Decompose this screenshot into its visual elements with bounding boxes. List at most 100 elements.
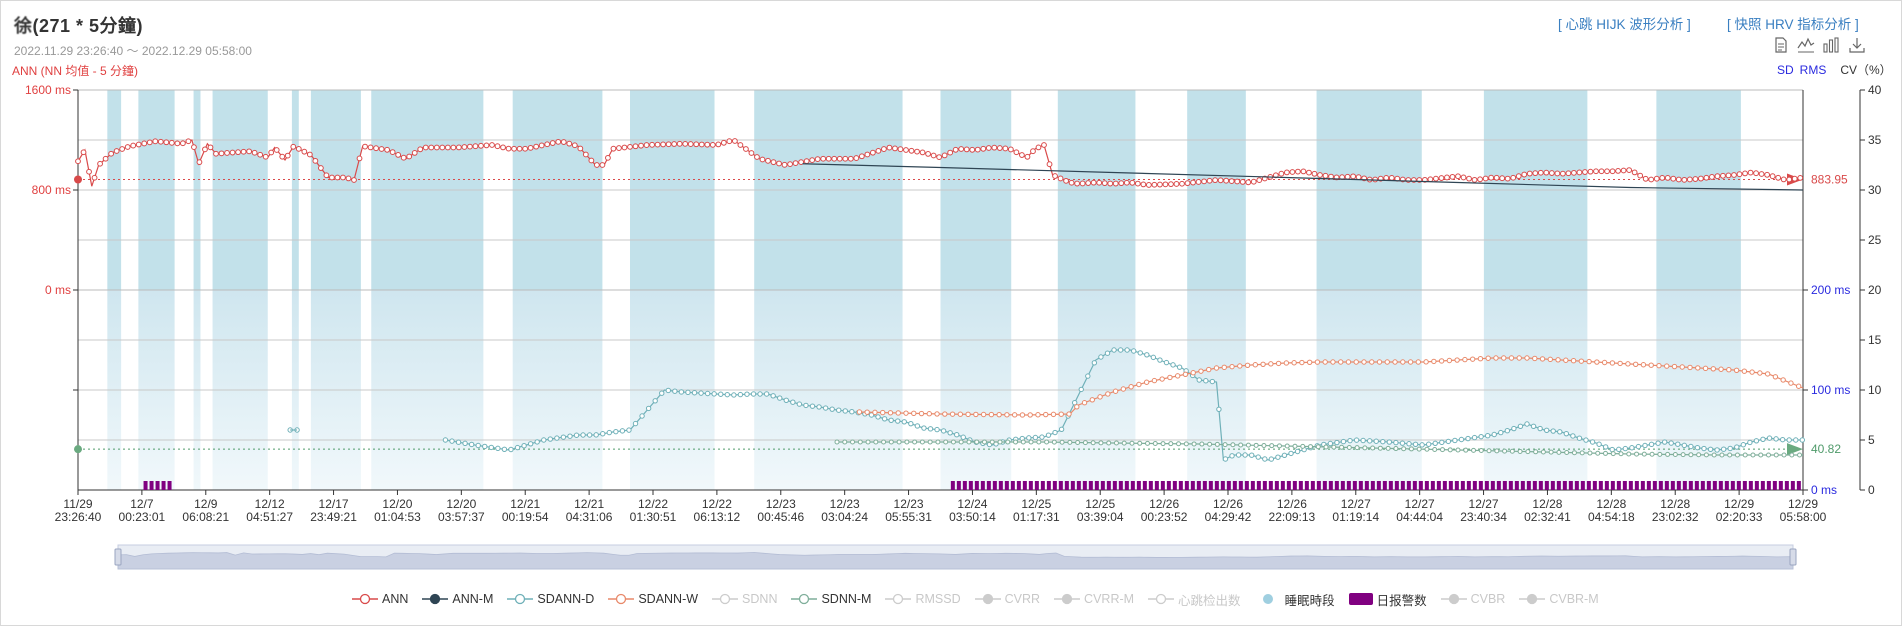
ann-point [886, 144, 893, 151]
sdann-w-point [1508, 355, 1515, 361]
sdann-d-point [1799, 437, 1806, 443]
ann-m-line [802, 163, 1804, 191]
sdann-w-point [856, 409, 863, 415]
alarm-bar [1484, 481, 1489, 490]
legend-item-rmssd[interactable]: RMSSD [885, 592, 961, 606]
x-tick-time: 03:50:14 [949, 510, 996, 524]
ann-point [1642, 175, 1649, 182]
ann-point [1145, 182, 1152, 188]
alarm-bar [1316, 481, 1321, 490]
sdann-w-point [1539, 356, 1546, 362]
sd-mean-marker [74, 445, 82, 454]
ann-point [1151, 181, 1158, 188]
ann-point [1488, 174, 1495, 181]
alarm-bar [1508, 481, 1513, 490]
legend-item-sdnn[interactable]: SDNN [712, 592, 777, 606]
sdann-d-point [1484, 433, 1491, 439]
sdann-d-point [632, 420, 639, 427]
hrv-snapshot-link[interactable]: [ 快照 HRV 指标分析 ] [1727, 17, 1859, 32]
alarm-bar [1274, 481, 1279, 490]
legend-item-ann-m[interactable]: ANN-M [422, 592, 493, 606]
x-tick-time: 05:55:31 [885, 510, 932, 524]
legend-item-sdann-w[interactable]: SDANN-W [608, 592, 698, 606]
ann-point [516, 145, 523, 152]
sdann-w-point [918, 410, 925, 417]
ann-point [1046, 161, 1053, 168]
range-handle-right[interactable] [1789, 548, 1797, 566]
sdnn-m-point [1486, 448, 1492, 454]
legend-item-cjk-9[interactable]: 心跳检出数 [1148, 590, 1241, 609]
sdann-w-point [1019, 412, 1026, 418]
sdann-d-point [927, 426, 934, 432]
sdann-d-point [1163, 359, 1170, 366]
sdann-d-point [1104, 350, 1111, 356]
alarm-bar [1610, 481, 1615, 490]
rms-unit[interactable]: RMS [1799, 63, 1827, 77]
legend-label: ANN-M [452, 592, 494, 606]
range-handle-left[interactable] [114, 548, 122, 566]
ann-point [599, 162, 606, 168]
ann-point [1311, 170, 1318, 177]
ann-point [1675, 176, 1682, 183]
legend-swatch-icon [885, 593, 912, 605]
sdann-w-point [1764, 371, 1771, 377]
sd-unit[interactable]: SD [1777, 63, 1794, 77]
hijk-analysis-link[interactable]: [ 心跳 HIJK 波形分析 ] [1558, 17, 1691, 32]
sdann-d-point [1098, 354, 1104, 360]
ann-point [1212, 177, 1219, 184]
sdann-d-point [940, 428, 947, 434]
sdnn-m-point [958, 439, 964, 445]
sdann-d-point [1222, 456, 1229, 462]
sdann-d-point [1209, 378, 1216, 385]
bar-chart-icon[interactable] [1822, 36, 1840, 54]
data-view-icon[interactable] [1772, 36, 1790, 54]
ann-point [632, 143, 639, 150]
x-tick-time: 04:44:04 [1396, 510, 1443, 524]
sdann-w-point [1283, 360, 1290, 366]
sdnn-m-point [1602, 450, 1608, 456]
sdann-d-point [1635, 443, 1642, 450]
sdnn-m-point [1571, 450, 1577, 456]
sdann-d-point [672, 388, 678, 394]
sdann-w-point [1353, 359, 1359, 365]
legend-item-cjk-11[interactable]: 日报警数 [1348, 590, 1427, 609]
x-tick-time: 01:19:14 [1332, 510, 1379, 524]
legend-label: SDNN-M [821, 592, 872, 606]
alarm-bar [1712, 481, 1717, 490]
legend-item-cvbr-m[interactable]: CVBR-M [1519, 592, 1599, 606]
download-icon[interactable] [1848, 36, 1866, 54]
cv-axis-tick: 10 [1868, 383, 1882, 397]
ann-point [985, 145, 992, 151]
alarm-bar [1076, 481, 1081, 490]
sdann-d-point [777, 395, 783, 401]
legend-item-ann[interactable]: ANN [352, 592, 408, 606]
line-chart-icon[interactable] [1797, 36, 1815, 54]
alarm-bar [1004, 481, 1009, 490]
x-tick-time: 03:39:04 [1077, 510, 1124, 524]
x-tick-date: 12/24 [957, 497, 987, 511]
sdnn-m-point [1013, 439, 1019, 445]
cv-unit: CV（%） [1840, 63, 1892, 77]
legend-item-sdnn-m[interactable]: SDNN-M [791, 592, 871, 606]
alarm-bar [1328, 481, 1333, 490]
legend-item-sdann-d[interactable]: SDANN-D [507, 592, 594, 606]
x-tick-date: 12/25 [1085, 497, 1115, 511]
alarm-bar [1448, 481, 1453, 490]
alarm-bar [1526, 481, 1531, 490]
legend-item-cvbr[interactable]: CVBR [1440, 592, 1505, 606]
legend-item-cjk-10[interactable]: 睡眠時段 [1255, 590, 1335, 609]
legend-item-cvrr[interactable]: CVRR [974, 592, 1040, 606]
ann-point [91, 174, 98, 181]
sdann-d-point [1616, 446, 1622, 453]
sdann-w-point [864, 409, 870, 415]
legend-item-cvrr-m[interactable]: CVRR-M [1054, 592, 1134, 606]
ann-point [627, 143, 633, 150]
ann-point [168, 139, 175, 146]
x-tick-time: 23:49:21 [310, 510, 357, 524]
sdnn-m-point [904, 439, 910, 445]
ann-point [1007, 146, 1014, 153]
sdnn-m-point [1587, 450, 1593, 456]
legend-swatch-icon [712, 593, 739, 605]
x-tick-time: 01:30:51 [630, 510, 677, 524]
sdann-d-point [934, 426, 940, 433]
